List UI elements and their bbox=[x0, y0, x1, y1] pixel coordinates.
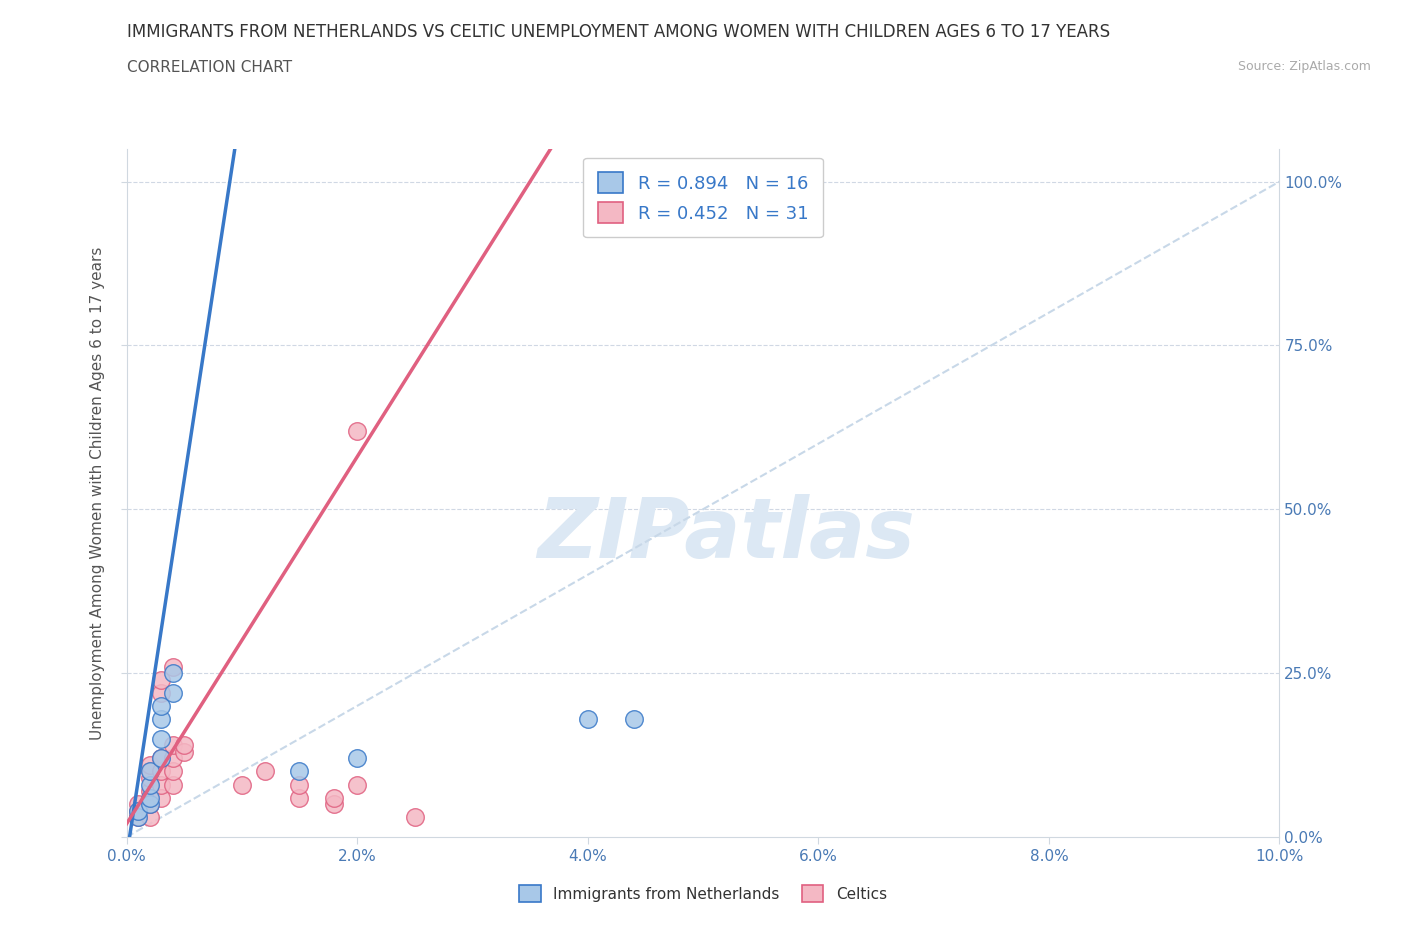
Point bbox=[138, 797, 160, 812]
Point bbox=[150, 751, 173, 765]
Point bbox=[150, 751, 173, 765]
Y-axis label: Unemployment Among Women with Children Ages 6 to 17 years: Unemployment Among Women with Children A… bbox=[90, 246, 105, 739]
Point bbox=[127, 810, 149, 825]
Point bbox=[138, 797, 160, 812]
Text: IMMIGRANTS FROM NETHERLANDS VS CELTIC UNEMPLOYMENT AMONG WOMEN WITH CHILDREN AGE: IMMIGRANTS FROM NETHERLANDS VS CELTIC UN… bbox=[127, 23, 1109, 41]
Text: Source: ZipAtlas.com: Source: ZipAtlas.com bbox=[1237, 60, 1371, 73]
Point bbox=[138, 771, 160, 786]
Point bbox=[173, 737, 195, 752]
Point bbox=[138, 777, 160, 792]
Point bbox=[162, 751, 184, 765]
Point bbox=[576, 711, 599, 726]
Point bbox=[162, 659, 184, 674]
Point bbox=[323, 790, 346, 805]
Point bbox=[127, 797, 149, 812]
Point bbox=[150, 685, 173, 700]
Legend: Immigrants from Netherlands, Celtics: Immigrants from Netherlands, Celtics bbox=[513, 879, 893, 909]
Point bbox=[138, 784, 160, 799]
Point bbox=[150, 711, 173, 726]
Point bbox=[162, 666, 184, 681]
Point bbox=[288, 764, 311, 779]
Point bbox=[623, 711, 645, 726]
Point bbox=[150, 698, 173, 713]
Point bbox=[231, 777, 253, 792]
Point bbox=[138, 764, 160, 779]
Point bbox=[162, 777, 184, 792]
Point bbox=[138, 757, 160, 772]
Point bbox=[162, 685, 184, 700]
Text: CORRELATION CHART: CORRELATION CHART bbox=[127, 60, 291, 75]
Point bbox=[162, 764, 184, 779]
Point bbox=[346, 423, 368, 438]
Point bbox=[127, 804, 149, 818]
Point bbox=[150, 672, 173, 687]
Point bbox=[404, 810, 426, 825]
Legend: R = 0.894   N = 16, R = 0.452   N = 31: R = 0.894 N = 16, R = 0.452 N = 31 bbox=[583, 158, 823, 237]
Point bbox=[288, 777, 311, 792]
Point bbox=[346, 777, 368, 792]
Point bbox=[150, 790, 173, 805]
Point bbox=[150, 731, 173, 746]
Point bbox=[127, 810, 149, 825]
Point bbox=[150, 777, 173, 792]
Point bbox=[173, 744, 195, 759]
Point bbox=[162, 737, 184, 752]
Point bbox=[138, 810, 160, 825]
Point bbox=[127, 804, 149, 818]
Point bbox=[150, 764, 173, 779]
Point bbox=[253, 764, 276, 779]
Point bbox=[138, 790, 160, 805]
Point bbox=[138, 764, 160, 779]
Point bbox=[288, 790, 311, 805]
Point bbox=[346, 751, 368, 765]
Point bbox=[323, 797, 346, 812]
Text: ZIPatlas: ZIPatlas bbox=[537, 494, 915, 575]
